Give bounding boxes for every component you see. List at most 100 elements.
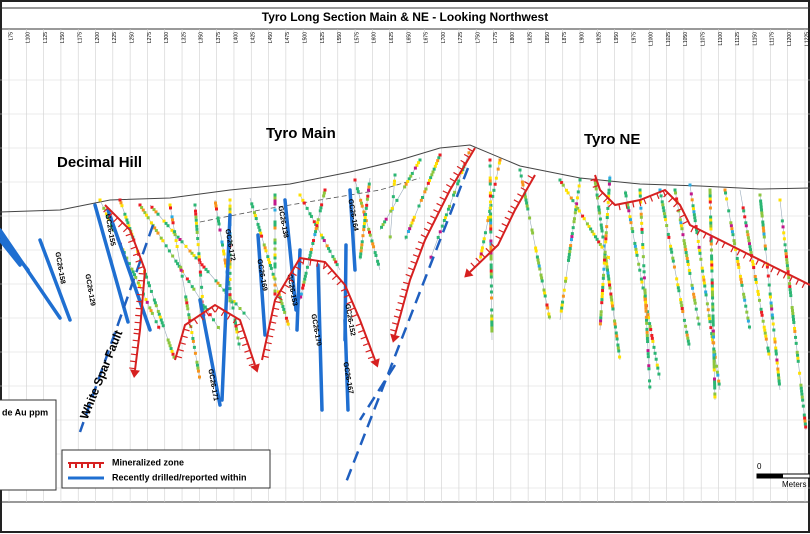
assay-interval: [184, 244, 188, 248]
zone-tick: [346, 300, 353, 305]
assay-interval: [652, 345, 656, 349]
assay-interval: [700, 266, 704, 270]
assay-interval: [273, 238, 277, 242]
assay-interval: [691, 207, 695, 211]
assay-interval: [759, 202, 763, 206]
assay-interval: [627, 209, 631, 213]
assay-interval: [193, 209, 197, 213]
assay-interval: [713, 377, 716, 381]
assay-interval: [447, 204, 451, 208]
assay-interval: [141, 208, 145, 212]
zone-tick: [287, 278, 294, 283]
zone-tick: [183, 328, 190, 332]
assay-interval: [659, 194, 663, 198]
assay-interval: [252, 211, 256, 215]
assay-interval: [488, 200, 492, 204]
assay-interval: [279, 299, 283, 303]
assay-interval: [711, 293, 714, 297]
assay-interval: [768, 292, 772, 296]
assay-interval: [677, 289, 681, 293]
assay-interval: [686, 339, 690, 343]
assay-interval: [673, 188, 677, 192]
assay-interval: [489, 224, 493, 228]
assay-interval: [645, 321, 649, 325]
assay-interval: [799, 386, 803, 390]
zone-tick: [175, 355, 183, 359]
zone-arrow: [130, 369, 140, 378]
zone-tick: [709, 235, 713, 242]
assay-interval: [256, 222, 260, 226]
assay-interval: [309, 247, 313, 251]
assay-interval: [486, 216, 490, 220]
assay-interval: [125, 218, 129, 222]
zone-tick: [235, 323, 242, 327]
assay-interval: [489, 257, 493, 261]
assay-interval: [195, 360, 199, 364]
assay-interval: [694, 307, 698, 311]
zone-tick: [470, 262, 476, 268]
assay-interval: [709, 227, 713, 231]
assay-interval: [685, 257, 689, 261]
section-label: L225: [112, 32, 118, 43]
assay-interval: [318, 209, 322, 213]
assay-interval: [238, 307, 242, 310]
assay-interval: [276, 290, 280, 294]
section-label: L500: [303, 32, 309, 43]
assay-interval: [299, 292, 303, 296]
assay-interval: [380, 225, 384, 229]
assay-interval: [589, 227, 593, 231]
assay-interval: [639, 215, 643, 219]
scale-bar-fill: [757, 474, 783, 478]
assay-interval: [186, 307, 190, 311]
assay-interval: [650, 333, 654, 337]
mineralized-zone: [104, 204, 147, 371]
section-label: L250: [129, 32, 135, 43]
assay-interval: [643, 291, 647, 295]
assay-interval: [388, 235, 392, 239]
assay-interval: [154, 210, 158, 214]
assay-interval: [677, 209, 681, 213]
assay-interval: [489, 227, 493, 231]
assay-interval: [489, 272, 493, 276]
assay-interval: [216, 216, 220, 220]
assay-interval: [712, 353, 716, 357]
assay-interval: [537, 261, 541, 265]
assay-interval: [220, 240, 224, 244]
assay-interval: [174, 259, 178, 263]
section-label: L750: [476, 32, 482, 43]
scale-unit: Meters: [782, 480, 806, 489]
assay-interval: [228, 198, 232, 202]
zone-tick: [663, 192, 669, 198]
assay-interval: [634, 250, 638, 254]
assay-interval: [273, 265, 277, 269]
assay-interval: [760, 208, 764, 212]
zone-tick: [274, 300, 281, 304]
assay-interval: [120, 204, 124, 208]
assay-interval: [708, 320, 712, 324]
assay-interval: [432, 167, 436, 171]
assay-interval: [784, 252, 788, 256]
section-label: L1000: [649, 32, 655, 46]
assay-interval: [710, 260, 714, 264]
assay-interval: [160, 321, 164, 325]
assay-interval: [359, 198, 363, 202]
assay-interval: [172, 355, 176, 359]
assay-interval: [803, 419, 807, 423]
assay-interval: [223, 258, 227, 262]
assay-interval: [693, 301, 697, 305]
assay-interval: [102, 206, 106, 210]
assay-interval: [648, 325, 652, 329]
section-label: L1150: [752, 32, 758, 46]
assay-interval: [257, 225, 261, 229]
zone-tick: [232, 317, 237, 324]
assay-interval: [776, 373, 780, 377]
assay-interval: [483, 231, 487, 235]
assay-interval: [365, 197, 369, 201]
zone-tick: [501, 223, 508, 227]
assay-interval: [157, 325, 161, 329]
assay-interval: [711, 329, 715, 333]
assay-interval: [738, 274, 742, 278]
assay-interval: [196, 237, 200, 241]
assay-interval: [769, 304, 773, 308]
assay-interval: [559, 309, 563, 313]
